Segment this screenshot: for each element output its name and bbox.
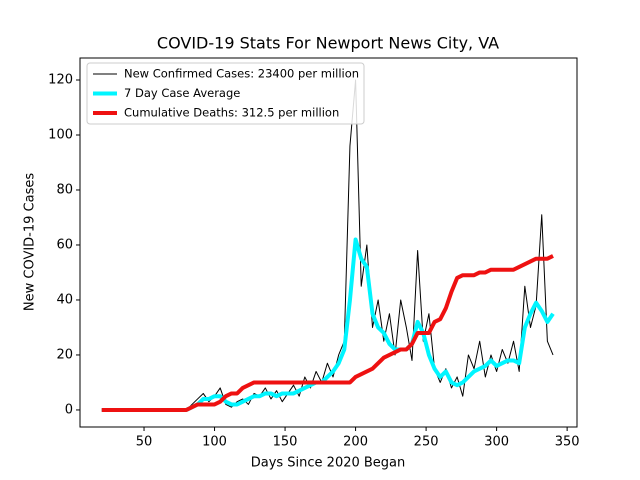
plot-frame bbox=[79, 57, 578, 428]
x-tick-label: 350 bbox=[555, 435, 580, 450]
y-tick-label: 40 bbox=[56, 292, 73, 307]
x-tick-label: 200 bbox=[343, 435, 368, 450]
series-line bbox=[101, 79, 554, 411]
legend-label: 7 Day Case Average bbox=[124, 86, 240, 100]
y-tick-label: 20 bbox=[56, 347, 73, 362]
legend-label: Cumulative Deaths: 312.5 per million bbox=[124, 106, 339, 120]
x-tick-label: 250 bbox=[414, 435, 439, 450]
x-axis-label: Days Since 2020 Began bbox=[251, 456, 406, 471]
series-line bbox=[101, 254, 554, 412]
y-tick-label: 60 bbox=[56, 237, 73, 252]
x-tick-label: 50 bbox=[136, 435, 153, 450]
legend-label: New Confirmed Cases: 23400 per million bbox=[124, 67, 359, 81]
y-tick-label: 80 bbox=[56, 182, 73, 197]
legend-box bbox=[86, 62, 365, 125]
y-tick-label: 120 bbox=[48, 72, 73, 87]
y-tick-label: 100 bbox=[48, 127, 73, 142]
x-tick-label: 150 bbox=[273, 435, 298, 450]
x-tick-label: 100 bbox=[202, 435, 227, 450]
x-tick-label: 300 bbox=[484, 435, 509, 450]
y-axis-label: New COVID-19 Cases bbox=[23, 173, 38, 311]
chart-title: COVID-19 Stats For Newport News City, VA bbox=[157, 34, 499, 53]
y-tick-label: 0 bbox=[65, 402, 73, 417]
